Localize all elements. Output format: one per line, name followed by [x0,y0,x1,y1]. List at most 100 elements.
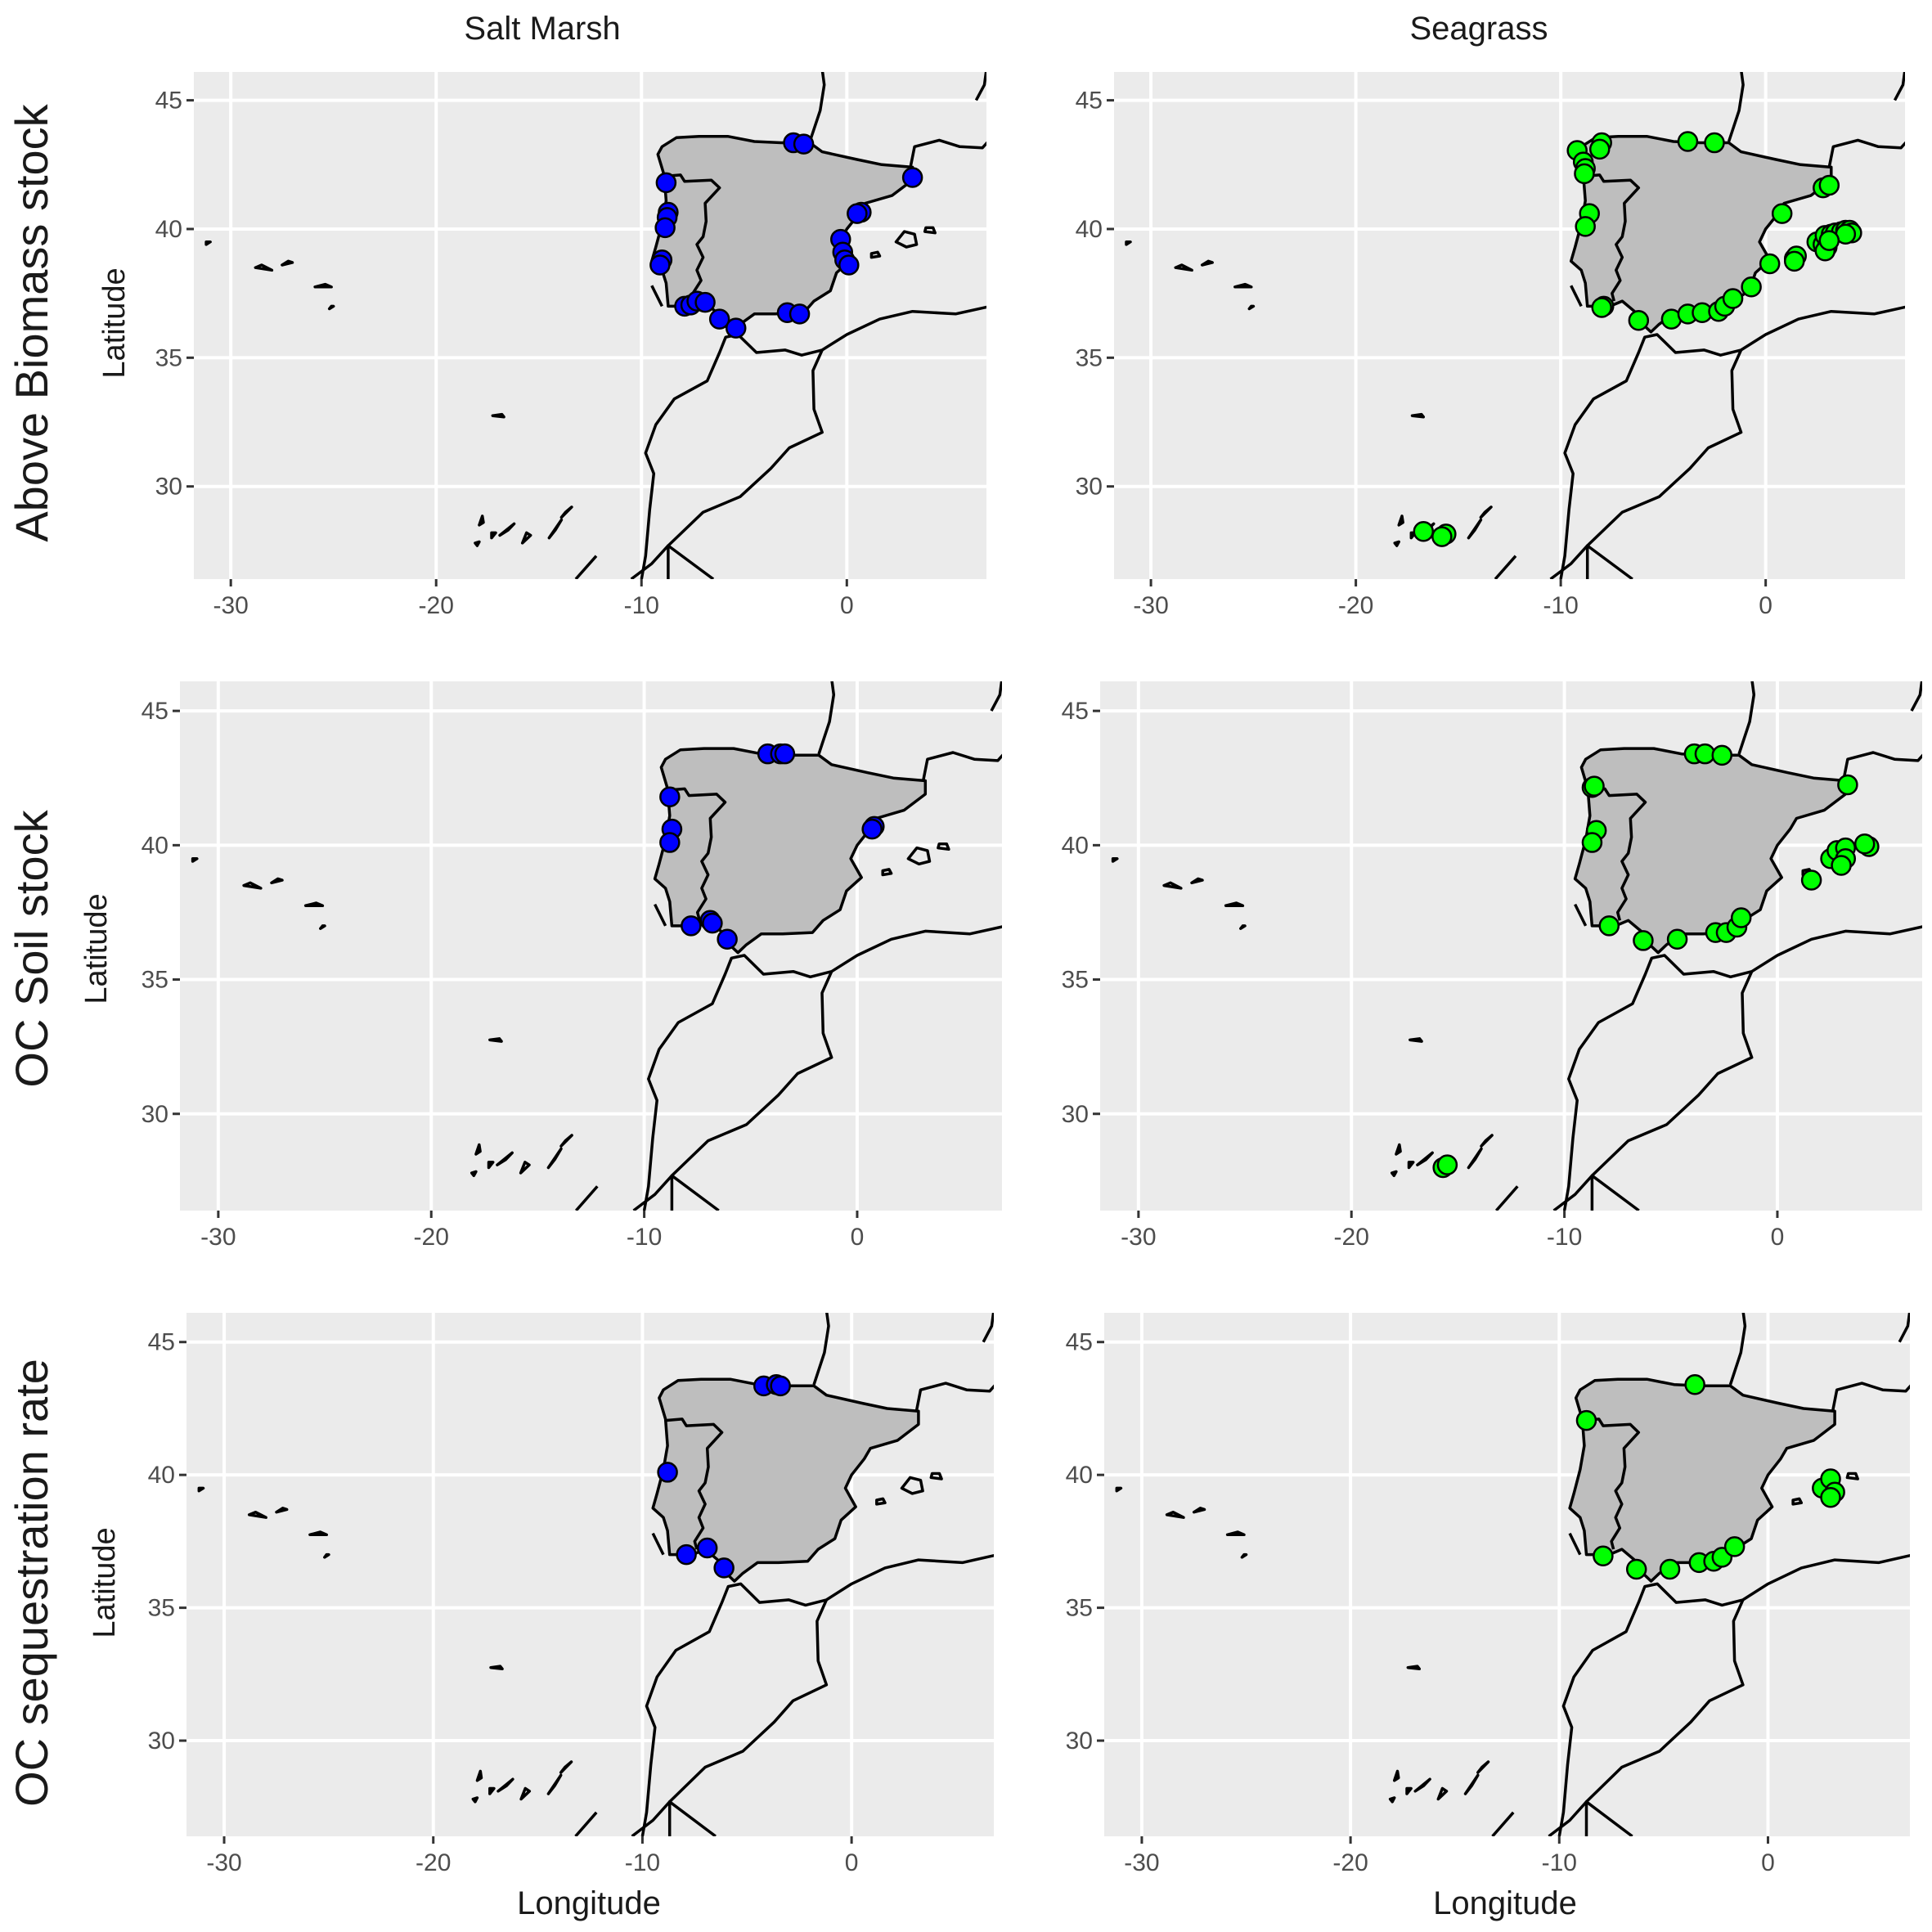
x-tick-label: 0 [1771,1224,1785,1251]
sample-site-point [1413,521,1435,542]
coast-line [1737,681,1756,755]
map-panel-oc-sequestration-rate-seagrass: -30 -20 -10 0 30 35 40 45 [1066,1313,1910,1876]
sample-site-point [1588,138,1611,160]
sample-site-point [1628,309,1650,331]
canary-islands-island-outline [1388,1796,1396,1804]
sample-site-point [1730,907,1752,928]
coast-line [812,1313,830,1386]
y-tick-label: 35 [1076,344,1103,371]
coast-line [1584,1800,1633,1836]
balearics-island-outline [937,842,950,851]
y-tick-label: 35 [142,967,168,994]
sample-site-point [1723,1536,1746,1557]
x-tick-label: -10 [1547,1224,1582,1251]
x-tick-label: 0 [840,592,854,619]
azores-island-outline [327,304,335,311]
sample-site-point [793,133,815,155]
panel-background [194,72,986,579]
madeira-island-outline [1409,1037,1423,1043]
row-title-above-biomass-stock: Above Biomass stock [6,103,57,541]
azores-island-outline [1165,1510,1185,1519]
sample-site-point [1666,928,1688,950]
coast-line [1494,555,1517,579]
coast-line [1491,1811,1515,1836]
panel-background [1104,1313,1910,1836]
y-tick-label: 40 [155,216,182,243]
canary-islands-island-outline [1463,1773,1480,1795]
balearics-island-outline [929,1471,943,1480]
sample-site-point [1633,930,1654,951]
coast-line [1557,1553,1910,1836]
border-line [1574,903,1588,927]
sample-site-point [1704,132,1725,154]
panel-axes: -30 -20 -10 0 30 35 40 45 [155,88,854,619]
y-tick-label: 30 [1062,1101,1089,1128]
canary-islands-island-outline [1392,1769,1400,1782]
sample-site-point [696,1537,718,1559]
sample-points [1432,743,1880,1179]
canary-islands-island-outline [1467,518,1483,540]
sample-points [649,132,923,339]
canary-islands-island-outline [488,1786,496,1795]
coast-line [1827,138,1905,168]
border-line [1568,1532,1582,1556]
coast-line [574,555,598,579]
sample-site-point [1659,1558,1681,1580]
azores-island-outline [1225,1530,1246,1537]
column-title-seagrass: Seagrass [1410,11,1548,47]
y-tick-label: 30 [155,474,182,501]
canary-islands-island-outline [1480,1134,1494,1148]
y-tick-label: 35 [155,344,182,371]
azores-island-outline [275,1507,289,1514]
x-tick-label: 0 [1759,592,1772,619]
canary-islands-island-outline [471,1796,479,1804]
x-axis-label-salt-marsh: Longitude [517,1885,661,1921]
x-tick-label: -10 [625,1849,660,1876]
canary-islands-island-outline [546,1147,563,1170]
y-tick-label: 40 [148,1462,175,1489]
canary-islands-island-outline [547,518,564,540]
panel-grid [1100,681,1922,1211]
canary-islands-island-outline [1413,1777,1431,1793]
azores-island-outline [1233,282,1253,289]
y-tick-label: 30 [1066,1728,1093,1755]
x-tick-label: -10 [627,1224,662,1251]
map-geography [1125,72,1905,579]
border-line [663,173,721,302]
sample-site-point [708,308,730,330]
canary-islands-island-outline [496,1777,514,1793]
azores-island-outline [1239,924,1247,930]
y-tick-label: 30 [142,1101,168,1128]
sample-site-point [1837,774,1858,796]
sample-site-point [717,928,738,950]
x-tick-label: -30 [1133,592,1168,619]
x-tick-label: -30 [206,1849,241,1876]
x-tick-label: -10 [1543,592,1578,619]
balearics-island-outline [923,226,937,235]
coast-line [631,1599,829,1836]
coast-line [1559,305,1905,579]
sample-site-point [713,1557,735,1579]
balearics-island-outline [894,230,919,249]
sample-site-point [1581,832,1603,853]
panel-axes: -30 -20 -10 0 30 35 40 45 [142,698,865,1251]
coast-line [632,970,833,1211]
sample-site-point [1625,1558,1647,1580]
y-tick-label: 40 [1062,832,1089,859]
coast-line [1548,1599,1745,1836]
sample-site-point [659,786,681,807]
sample-site-point [1598,915,1620,937]
coast-line [974,72,986,101]
y-tick-label: 35 [1062,967,1089,994]
map-geography [191,681,1002,1211]
column-title-salt-marsh: Salt Marsh [464,11,620,47]
sample-site-point [1431,526,1453,547]
canary-islands-island-outline [487,1161,495,1170]
y-tick-label: 45 [1062,698,1089,725]
coast-line [667,1800,717,1836]
coast-line [1562,925,1922,1211]
sample-points [1575,1373,1845,1580]
panel-grid [1114,72,1905,579]
balearics-island-outline [906,846,932,866]
sample-points [657,1373,791,1579]
